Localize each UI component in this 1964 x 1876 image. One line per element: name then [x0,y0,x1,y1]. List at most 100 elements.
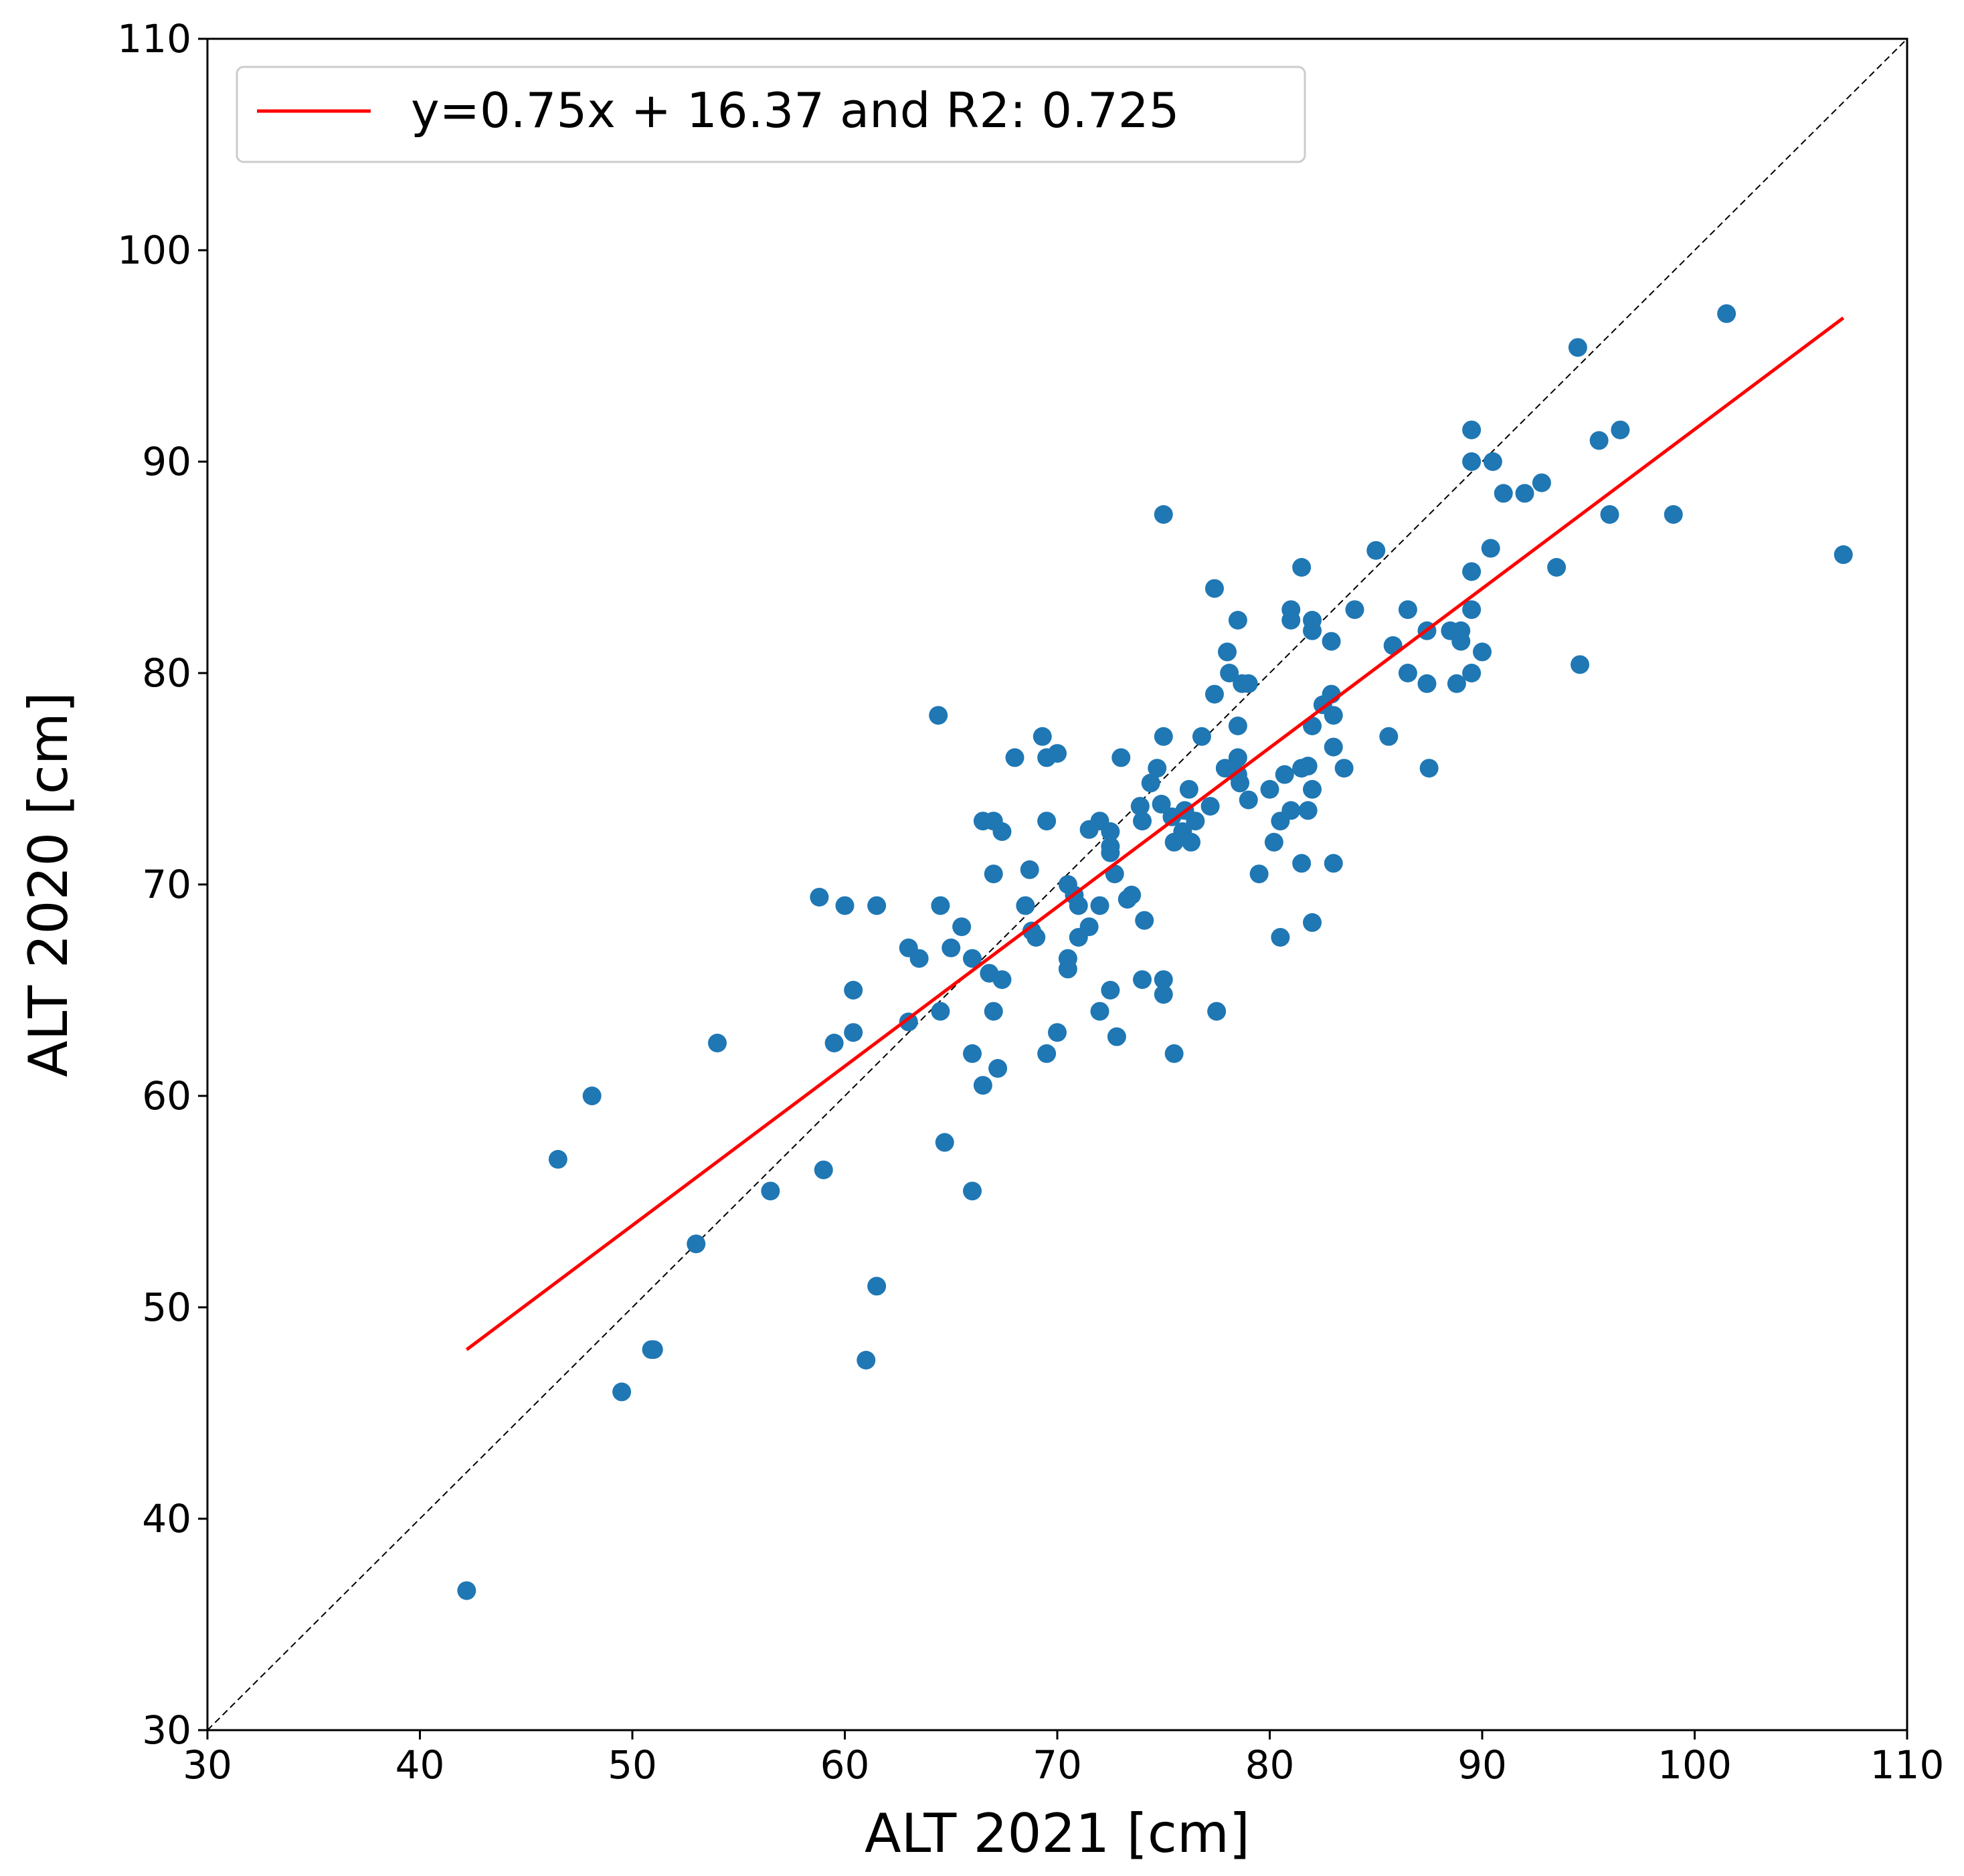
scatter-point-159 [1600,505,1619,524]
scatter-point-138 [1417,674,1437,693]
fit-line [465,316,1845,1351]
y-tick-label-8: 110 [117,16,191,62]
scatter-point-6 [687,1234,706,1254]
scatter-point-22 [931,896,950,915]
y-tick-label-6: 90 [142,439,191,484]
scatter-point-151 [1483,452,1502,471]
scatter-point-97 [1228,611,1247,630]
scatter-point-47 [1037,1044,1057,1063]
scatter-point-41 [1020,860,1039,879]
scatter-point-36 [988,1058,1008,1078]
scatter-point-86 [1179,779,1198,799]
scatter-point-112 [1281,611,1301,630]
scatter-point-117 [1298,757,1318,776]
x-tick-label-8: 110 [1870,1742,1945,1788]
scatter-point-28 [963,1044,982,1063]
scatter-point-105 [1249,864,1269,884]
scatter-point-118 [1298,801,1318,820]
identity-line-layer [207,38,1908,1731]
scatter-point-14 [844,1023,863,1042]
x-axis-title: ALT 2021 [cm] [865,1802,1250,1865]
scatter-point-158 [1589,431,1609,450]
scatter-point-160 [1611,420,1630,440]
scatter-point-13 [844,981,863,1000]
scatter-point-139 [1419,759,1439,778]
x-tick-label-4: 70 [1033,1742,1082,1788]
scatter-points [457,304,1853,1600]
scatter-point-11 [824,1034,844,1052]
scatter-point-19 [899,1012,918,1032]
scatter-point-163 [1834,545,1853,565]
y-axis-title: ALT 2020 [cm] [17,692,80,1077]
scatter-point-146 [1462,562,1482,581]
scatter-point-76 [1152,794,1171,814]
scatter-point-99 [1228,748,1247,767]
scatter-point-131 [1345,600,1364,620]
scatter-point-96 [1220,664,1239,682]
x-tick-label-0: 30 [183,1742,232,1788]
scatter-point-155 [1547,558,1567,577]
x-tick-label-2: 50 [608,1742,657,1788]
scatter-point-3 [612,1382,632,1402]
scatter-point-90 [1200,797,1220,816]
scatter-point-120 [1303,621,1322,640]
scatter-point-98 [1228,717,1247,735]
scatter-point-122 [1303,779,1322,799]
scatter-point-44 [1033,727,1052,746]
scatter-point-12 [835,896,855,915]
scatter-point-143 [1451,632,1471,651]
scatter-point-38 [992,970,1012,990]
scatter-point-92 [1204,684,1224,704]
scatter-point-20 [909,949,929,968]
scatter-point-150 [1481,539,1500,558]
scatter-point-60 [1090,1002,1109,1021]
scatter-point-48 [1048,744,1067,763]
scatter-point-17 [867,896,887,915]
scatter-point-152 [1494,484,1513,503]
scatter-point-70 [1130,797,1150,816]
scatter-point-104 [1239,790,1258,810]
scatter-point-127 [1324,706,1343,725]
scatter-point-130 [1334,759,1354,778]
scatter-point-87 [1182,832,1201,852]
scatter-point-24 [935,1133,954,1152]
scatter-point-75 [1148,759,1167,778]
scatter-point-5 [644,1340,663,1359]
scatter-point-106 [1260,779,1279,799]
scatter-point-26 [952,917,972,937]
scatter-point-74 [1141,773,1160,793]
scatter-point-116 [1292,854,1312,873]
scatter-point-39 [1005,748,1024,767]
scatter-point-136 [1398,664,1417,682]
y-tick-label-1: 40 [142,1496,191,1541]
scatter-point-145 [1462,452,1482,471]
scatter-point-34 [984,864,1003,884]
scatter-point-125 [1322,632,1341,651]
scatter-point-161 [1664,505,1683,524]
scatter-point-157 [1571,655,1590,674]
scatter-point-67 [1111,748,1131,767]
scatter-point-21 [929,706,948,725]
scatter-point-101 [1231,773,1250,793]
scatter-point-57 [1079,917,1099,937]
scatter-point-149 [1473,642,1492,662]
scatter-point-7 [708,1034,727,1052]
scatter-point-35 [984,1002,1003,1021]
scatter-point-103 [1239,674,1258,693]
x-tick-label-7: 100 [1658,1742,1732,1788]
scatter-point-110 [1275,765,1294,784]
scatter-point-54 [1069,896,1088,915]
scatter-point-71 [1133,812,1152,831]
scatter-point-144 [1462,420,1482,440]
scatter-point-109 [1271,928,1290,947]
scatter-point-162 [1717,304,1736,323]
scatter-point-27 [963,949,982,968]
y-tick-label-4: 70 [142,862,191,907]
scatter-point-37 [992,822,1012,841]
scatter-point-31 [973,1076,992,1095]
y-axis-ticks: 30 40 50 60 70 80 90 100 110 [117,16,207,1753]
scatter-point-9 [810,887,829,907]
scatter-point-63 [1101,843,1120,862]
scatter-point-16 [867,1277,887,1296]
